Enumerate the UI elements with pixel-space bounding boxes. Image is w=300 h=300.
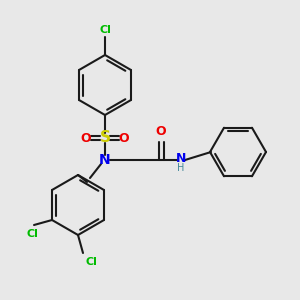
Text: Cl: Cl bbox=[99, 25, 111, 35]
Text: Cl: Cl bbox=[26, 229, 38, 239]
Text: H: H bbox=[177, 163, 185, 173]
Text: N: N bbox=[99, 153, 111, 167]
Text: S: S bbox=[100, 130, 110, 146]
Text: Cl: Cl bbox=[85, 257, 97, 267]
Text: O: O bbox=[119, 131, 129, 145]
Text: O: O bbox=[81, 131, 91, 145]
Text: N: N bbox=[176, 152, 186, 166]
Text: O: O bbox=[156, 125, 166, 138]
